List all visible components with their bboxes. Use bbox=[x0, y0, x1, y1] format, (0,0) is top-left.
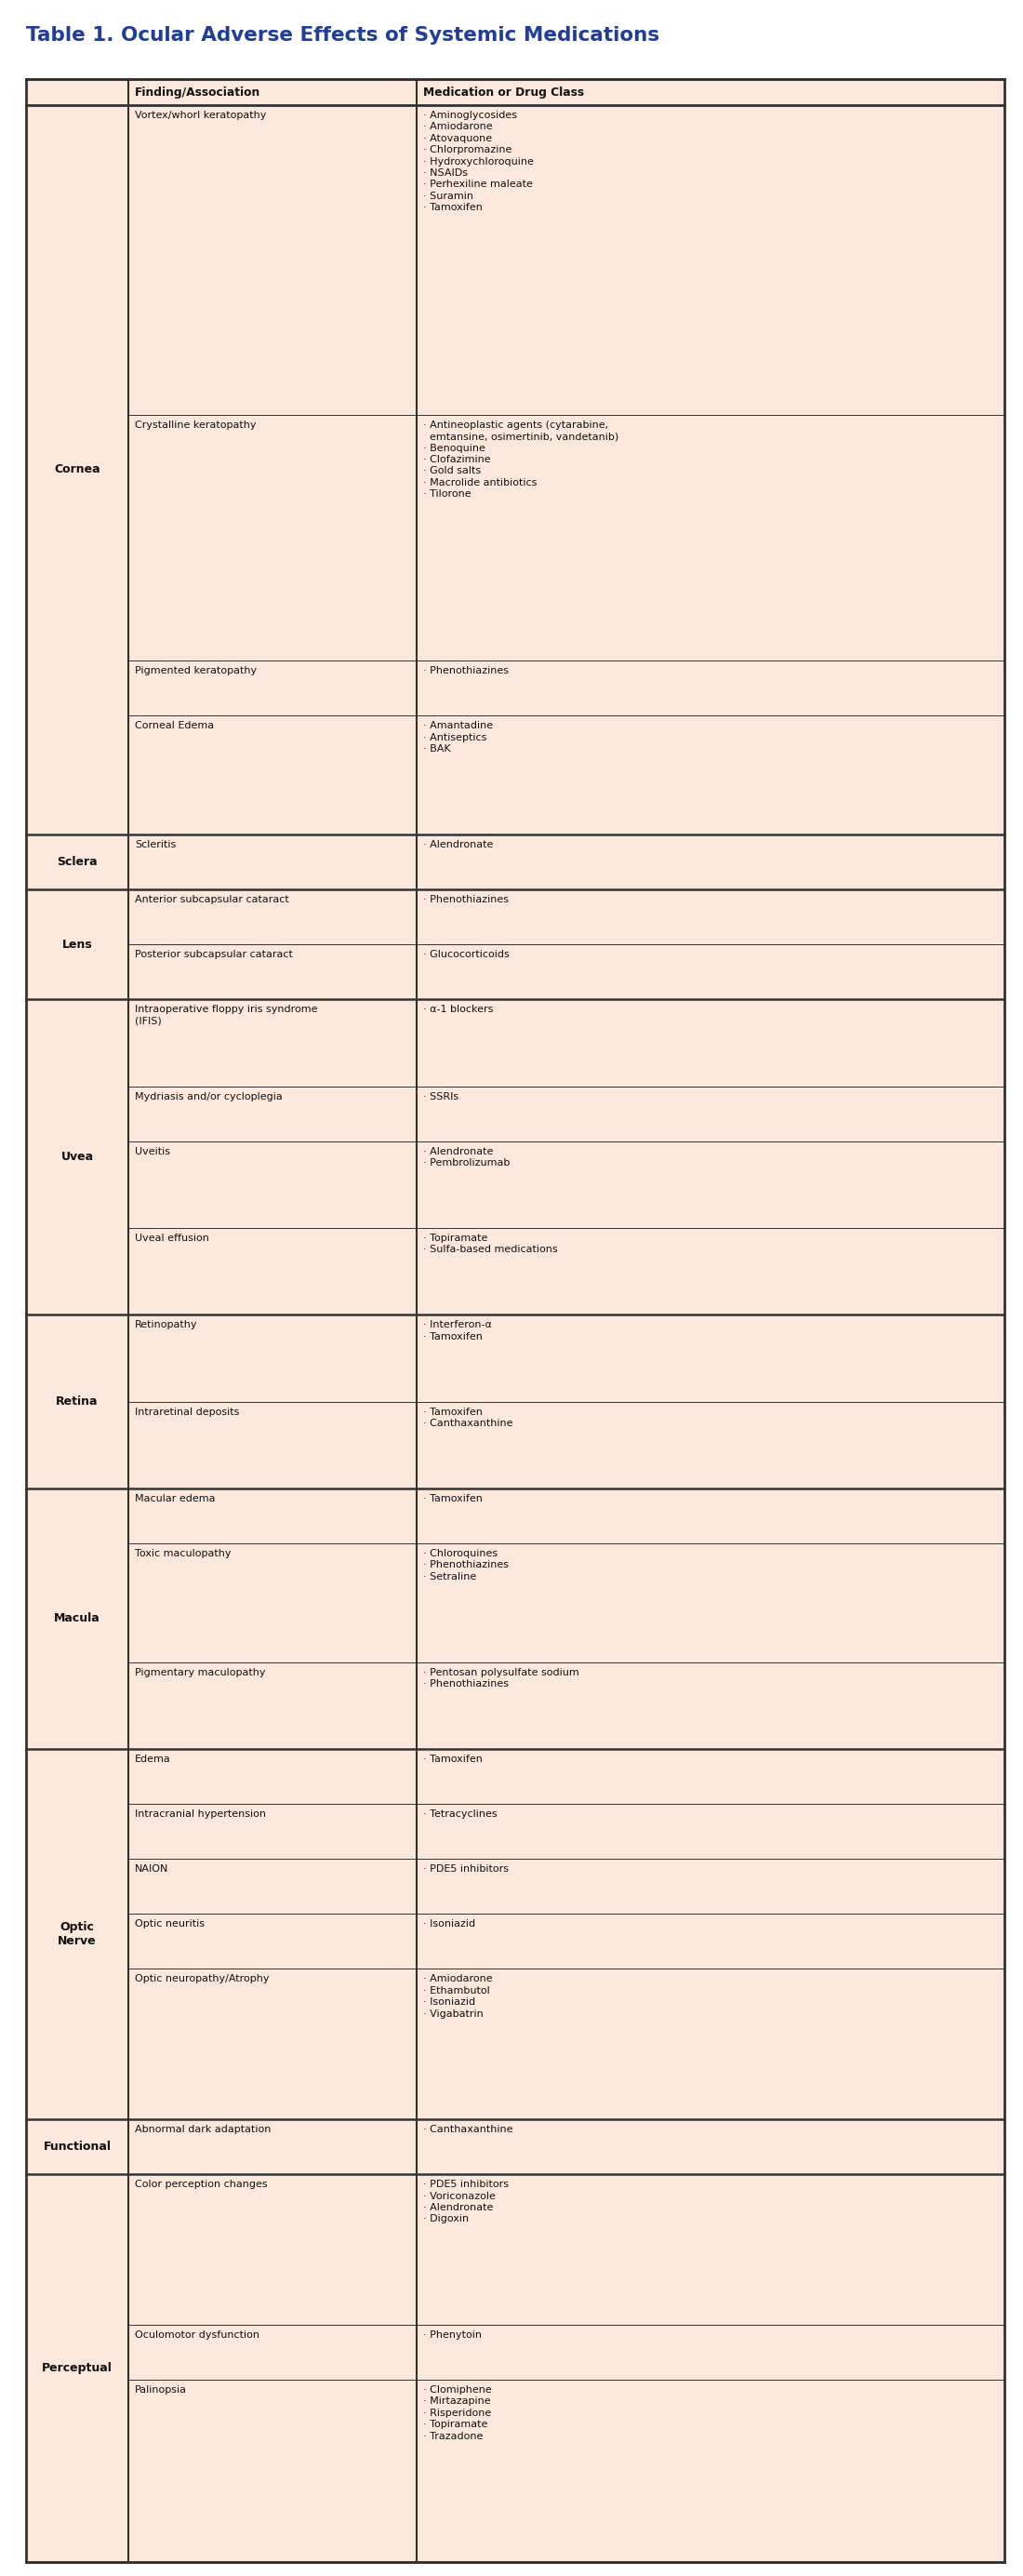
Text: Color perception changes: Color perception changes bbox=[135, 2179, 267, 2190]
Text: · Tamoxifen: · Tamoxifen bbox=[424, 1494, 483, 1504]
Text: Finding/Association: Finding/Association bbox=[135, 85, 261, 98]
Text: Functional: Functional bbox=[43, 2141, 112, 2154]
Text: Posterior subcapsular cataract: Posterior subcapsular cataract bbox=[135, 951, 293, 958]
Text: · Topiramate
· Sulfa-based medications: · Topiramate · Sulfa-based medications bbox=[424, 1234, 558, 1255]
Text: · Chloroquines
· Phenothiazines
· Setraline: · Chloroquines · Phenothiazines · Setral… bbox=[424, 1548, 508, 1582]
Text: Intraretinal deposits: Intraretinal deposits bbox=[135, 1406, 239, 1417]
Text: Pigmented keratopathy: Pigmented keratopathy bbox=[135, 667, 257, 675]
Text: Retina: Retina bbox=[56, 1396, 98, 1406]
Text: Intracranial hypertension: Intracranial hypertension bbox=[135, 1808, 266, 1819]
Text: Intraoperative floppy iris syndrome
(IFIS): Intraoperative floppy iris syndrome (IFI… bbox=[135, 1005, 317, 1025]
Text: Uvea: Uvea bbox=[60, 1151, 93, 1164]
Text: Optic neuritis: Optic neuritis bbox=[135, 1919, 205, 1929]
Text: Toxic maculopathy: Toxic maculopathy bbox=[135, 1548, 231, 1558]
Text: · Antineoplastic agents (cytarabine,
  emtansine, osimertinib, vandetanib)
· Ben: · Antineoplastic agents (cytarabine, emt… bbox=[424, 420, 619, 500]
Text: · Amiodarone
· Ethambutol
· Isoniazid
· Vigabatrin: · Amiodarone · Ethambutol · Isoniazid · … bbox=[424, 1973, 492, 2017]
Text: · Tetracyclines: · Tetracyclines bbox=[424, 1808, 497, 1819]
Text: Palinopsia: Palinopsia bbox=[135, 2385, 187, 2396]
Text: · Tamoxifen
· Canthaxanthine: · Tamoxifen · Canthaxanthine bbox=[424, 1406, 513, 1427]
Text: · Clomiphene
· Mirtazapine
· Risperidone
· Topiramate
· Trazadone: · Clomiphene · Mirtazapine · Risperidone… bbox=[424, 2385, 492, 2439]
Text: · SSRIs: · SSRIs bbox=[424, 1092, 458, 1100]
Text: Optic neuropathy/Atrophy: Optic neuropathy/Atrophy bbox=[135, 1973, 269, 1984]
Text: · Isoniazid: · Isoniazid bbox=[424, 1919, 476, 1929]
Text: Pigmentary maculopathy: Pigmentary maculopathy bbox=[135, 1667, 266, 1677]
Text: · Amantadine
· Antiseptics
· BAK: · Amantadine · Antiseptics · BAK bbox=[424, 721, 493, 755]
Text: NAION: NAION bbox=[135, 1865, 169, 1873]
Text: · Canthaxanthine: · Canthaxanthine bbox=[424, 2125, 513, 2133]
Text: Uveal effusion: Uveal effusion bbox=[135, 1234, 209, 1242]
Text: · Aminoglycosides
· Amiodarone
· Atovaquone
· Chlorpromazine
· Hydroxychloroquin: · Aminoglycosides · Amiodarone · Atovaqu… bbox=[424, 111, 534, 211]
Text: Optic
Nerve: Optic Nerve bbox=[58, 1922, 96, 1947]
Text: · Alendronate
· Pembrolizumab: · Alendronate · Pembrolizumab bbox=[424, 1146, 510, 1167]
Text: · Phenothiazines: · Phenothiazines bbox=[424, 667, 508, 675]
Text: Perceptual: Perceptual bbox=[42, 2362, 113, 2375]
Text: · Pentosan polysulfate sodium
· Phenothiazines: · Pentosan polysulfate sodium · Phenothi… bbox=[424, 1667, 579, 1687]
Text: Anterior subcapsular cataract: Anterior subcapsular cataract bbox=[135, 894, 288, 904]
Text: Corneal Edema: Corneal Edema bbox=[135, 721, 214, 732]
Text: Lens: Lens bbox=[62, 938, 92, 951]
Text: · Phenytoin: · Phenytoin bbox=[424, 2331, 482, 2339]
Text: · Alendronate: · Alendronate bbox=[424, 840, 493, 850]
Text: · Phenothiazines: · Phenothiazines bbox=[424, 894, 508, 904]
Text: Edema: Edema bbox=[135, 1754, 171, 1765]
Text: · PDE5 inhibitors: · PDE5 inhibitors bbox=[424, 1865, 508, 1873]
Text: Retinopathy: Retinopathy bbox=[135, 1321, 197, 1329]
Text: Crystalline keratopathy: Crystalline keratopathy bbox=[135, 420, 256, 430]
Text: Medication or Drug Class: Medication or Drug Class bbox=[424, 85, 584, 98]
Text: Mydriasis and/or cycloplegia: Mydriasis and/or cycloplegia bbox=[135, 1092, 282, 1100]
Text: Sclera: Sclera bbox=[57, 855, 97, 868]
Text: Abnormal dark adaptation: Abnormal dark adaptation bbox=[135, 2125, 271, 2133]
Text: · PDE5 inhibitors
· Voriconazole
· Alendronate
· Digoxin: · PDE5 inhibitors · Voriconazole · Alend… bbox=[424, 2179, 508, 2223]
Text: · Glucocorticoids: · Glucocorticoids bbox=[424, 951, 509, 958]
Text: · Tamoxifen: · Tamoxifen bbox=[424, 1754, 483, 1765]
Text: Macula: Macula bbox=[54, 1613, 100, 1625]
Text: Scleritis: Scleritis bbox=[135, 840, 176, 850]
Text: Oculomotor dysfunction: Oculomotor dysfunction bbox=[135, 2331, 260, 2339]
Text: Macular edema: Macular edema bbox=[135, 1494, 215, 1504]
Text: Cornea: Cornea bbox=[54, 464, 100, 477]
Text: · α-1 blockers: · α-1 blockers bbox=[424, 1005, 493, 1015]
Text: · Interferon-α
· Tamoxifen: · Interferon-α · Tamoxifen bbox=[424, 1321, 492, 1342]
Text: Table 1. Ocular Adverse Effects of Systemic Medications: Table 1. Ocular Adverse Effects of Syste… bbox=[26, 26, 660, 44]
Text: Uveitis: Uveitis bbox=[135, 1146, 170, 1157]
Text: Vortex/whorl keratopathy: Vortex/whorl keratopathy bbox=[135, 111, 266, 121]
